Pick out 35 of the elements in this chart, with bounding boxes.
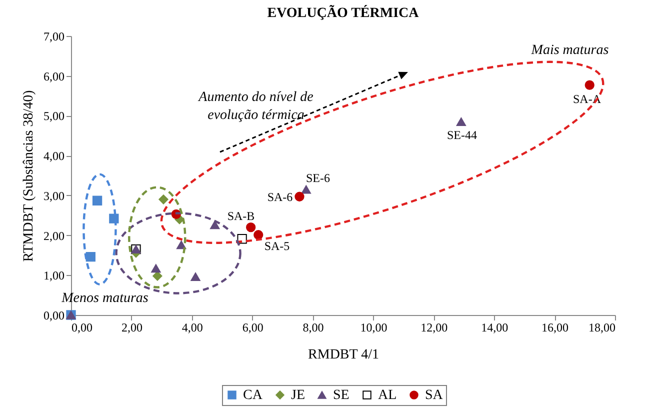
legend-label: JE [291,388,305,403]
y-tick-label: 3,00 [44,188,64,203]
annotation: Mais maturas [530,43,610,58]
x-tick-label: 14,00 [481,320,508,334]
y-tick-label: 4,00 [44,149,64,164]
y-tick-label: 2,00 [44,228,64,243]
y-tick-label: 5,00 [44,109,64,124]
x-tick-label: 10,00 [360,320,388,334]
y-tick-label: 1,00 [44,268,64,283]
x-tick-label: 8,00 [302,320,324,334]
legend-label: SA [425,388,444,403]
annotation: SA-A [572,92,602,106]
x-tick-label: 6,00 [242,320,264,334]
annotation: SA-B [227,209,255,223]
x-axis-title: RMDBT 4/1 [308,348,379,362]
x-tick-label: 0,00 [72,320,92,334]
legend-label: CA [243,388,264,403]
annotation: SA-5 [264,239,290,253]
y-tick-label: 7,00 [44,30,64,44]
annotation: SE-6 [306,171,330,185]
annotation: SA-6 [267,190,293,204]
x-tick-label: 16,00 [542,320,569,334]
y-tick-label: 0,00 [44,308,64,322]
annotation: Aumento do nível de evolução térmica [198,90,314,123]
legend-label: SE [333,388,350,403]
chart-title: EVOLUÇÃO TÉRMICA [267,4,420,21]
x-tick-label: 4,00 [182,320,203,334]
annotation: SE-44 [447,128,477,142]
x-tick-label: 2,00 [121,320,142,334]
x-tick-label: 12,00 [420,320,448,334]
x-tick-label: 18,00 [588,320,616,334]
legend-label: AL [378,388,397,403]
y-axis-title: RTMDBT (Substâncias 38/40) [22,90,36,262]
y-tick-label: 6,00 [44,69,64,84]
annotation: Menos maturas [60,291,149,306]
